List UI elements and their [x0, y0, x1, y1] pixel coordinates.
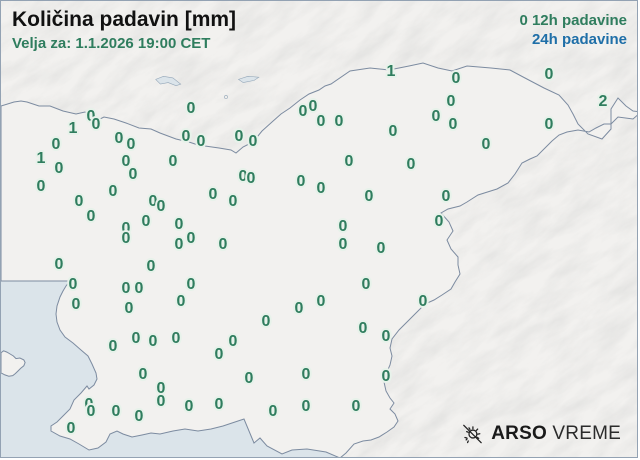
svg-text:0: 0	[197, 133, 206, 150]
svg-text:0: 0	[187, 230, 196, 247]
svg-text:0: 0	[125, 300, 134, 317]
svg-text:2: 2	[599, 93, 608, 110]
svg-text:0: 0	[135, 280, 144, 297]
svg-text:0: 0	[177, 293, 186, 310]
svg-text:0: 0	[175, 216, 184, 233]
svg-text:0: 0	[247, 170, 256, 187]
svg-text:1: 1	[37, 150, 46, 167]
svg-text:0: 0	[365, 188, 374, 205]
svg-text:0: 0	[185, 398, 194, 415]
svg-text:0: 0	[55, 256, 64, 273]
svg-text:0: 0	[317, 180, 326, 197]
svg-text:0: 0	[75, 193, 84, 210]
svg-text:0: 0	[215, 396, 224, 413]
svg-text:0: 0	[109, 183, 118, 200]
svg-text:0: 0	[209, 186, 218, 203]
svg-text:0: 0	[149, 333, 158, 350]
svg-text:0: 0	[352, 398, 361, 415]
svg-text:0: 0	[442, 188, 451, 205]
svg-text:1: 1	[69, 120, 78, 137]
svg-text:0: 0	[432, 108, 441, 125]
svg-text:0: 0	[72, 296, 81, 313]
svg-text:0: 0	[169, 153, 178, 170]
svg-text:0: 0	[407, 156, 416, 173]
svg-text:0: 0	[302, 398, 311, 415]
svg-text:0: 0	[127, 136, 136, 153]
svg-text:0: 0	[339, 236, 348, 253]
svg-text:0: 0	[92, 116, 101, 133]
svg-text:0: 0	[382, 368, 391, 385]
svg-text:0: 0	[122, 280, 131, 297]
svg-text:0: 0	[157, 393, 166, 410]
svg-text:0: 0	[302, 366, 311, 383]
svg-text:0: 0	[87, 403, 96, 420]
svg-text:0: 0	[67, 420, 76, 437]
svg-text:0: 0	[482, 136, 491, 153]
svg-text:0: 0	[362, 276, 371, 293]
svg-text:0: 0	[215, 346, 224, 363]
svg-text:0: 0	[55, 160, 64, 177]
svg-text:0: 0	[122, 230, 131, 247]
svg-text:0: 0	[317, 293, 326, 310]
svg-text:0: 0	[545, 116, 554, 133]
svg-text:0: 0	[235, 128, 244, 145]
svg-text:0: 0	[129, 166, 138, 183]
svg-text:0: 0	[269, 403, 278, 420]
svg-text:0: 0	[135, 408, 144, 425]
svg-text:0: 0	[377, 240, 386, 257]
svg-text:0: 0	[249, 133, 258, 150]
svg-text:1: 1	[387, 63, 396, 80]
svg-text:0: 0	[317, 113, 326, 130]
svg-text:0: 0	[229, 193, 238, 210]
svg-text:0: 0	[172, 330, 181, 347]
svg-text:0: 0	[87, 208, 96, 225]
svg-text:0: 0	[345, 153, 354, 170]
svg-text:0: 0	[37, 178, 46, 195]
svg-text:0: 0	[142, 213, 151, 230]
svg-text:0: 0	[229, 333, 238, 350]
svg-text:0: 0	[112, 403, 121, 420]
svg-text:0: 0	[52, 136, 61, 153]
svg-text:0: 0	[245, 370, 254, 387]
svg-text:0: 0	[182, 128, 191, 145]
svg-text:0: 0	[435, 213, 444, 230]
svg-text:0: 0	[139, 366, 148, 383]
svg-text:0: 0	[545, 66, 554, 83]
svg-text:0: 0	[219, 236, 228, 253]
svg-text:0: 0	[389, 123, 398, 140]
svg-text:0: 0	[187, 276, 196, 293]
svg-text:0: 0	[449, 116, 458, 133]
svg-text:0: 0	[335, 113, 344, 130]
svg-text:0: 0	[419, 293, 428, 310]
svg-text:0: 0	[187, 100, 196, 117]
svg-text:0: 0	[157, 198, 166, 215]
svg-text:0: 0	[132, 330, 141, 347]
svg-text:0: 0	[382, 328, 391, 345]
svg-text:0: 0	[359, 320, 368, 337]
svg-text:0: 0	[175, 236, 184, 253]
svg-text:0: 0	[297, 173, 306, 190]
svg-text:0: 0	[295, 300, 304, 317]
svg-text:0: 0	[115, 130, 124, 147]
svg-text:0: 0	[447, 93, 456, 110]
svg-text:0: 0	[299, 103, 308, 120]
svg-text:0: 0	[339, 218, 348, 235]
svg-text:0: 0	[69, 276, 78, 293]
svg-text:0: 0	[109, 338, 118, 355]
svg-text:0: 0	[452, 70, 461, 87]
svg-text:0: 0	[262, 313, 271, 330]
svg-text:0: 0	[147, 258, 156, 275]
